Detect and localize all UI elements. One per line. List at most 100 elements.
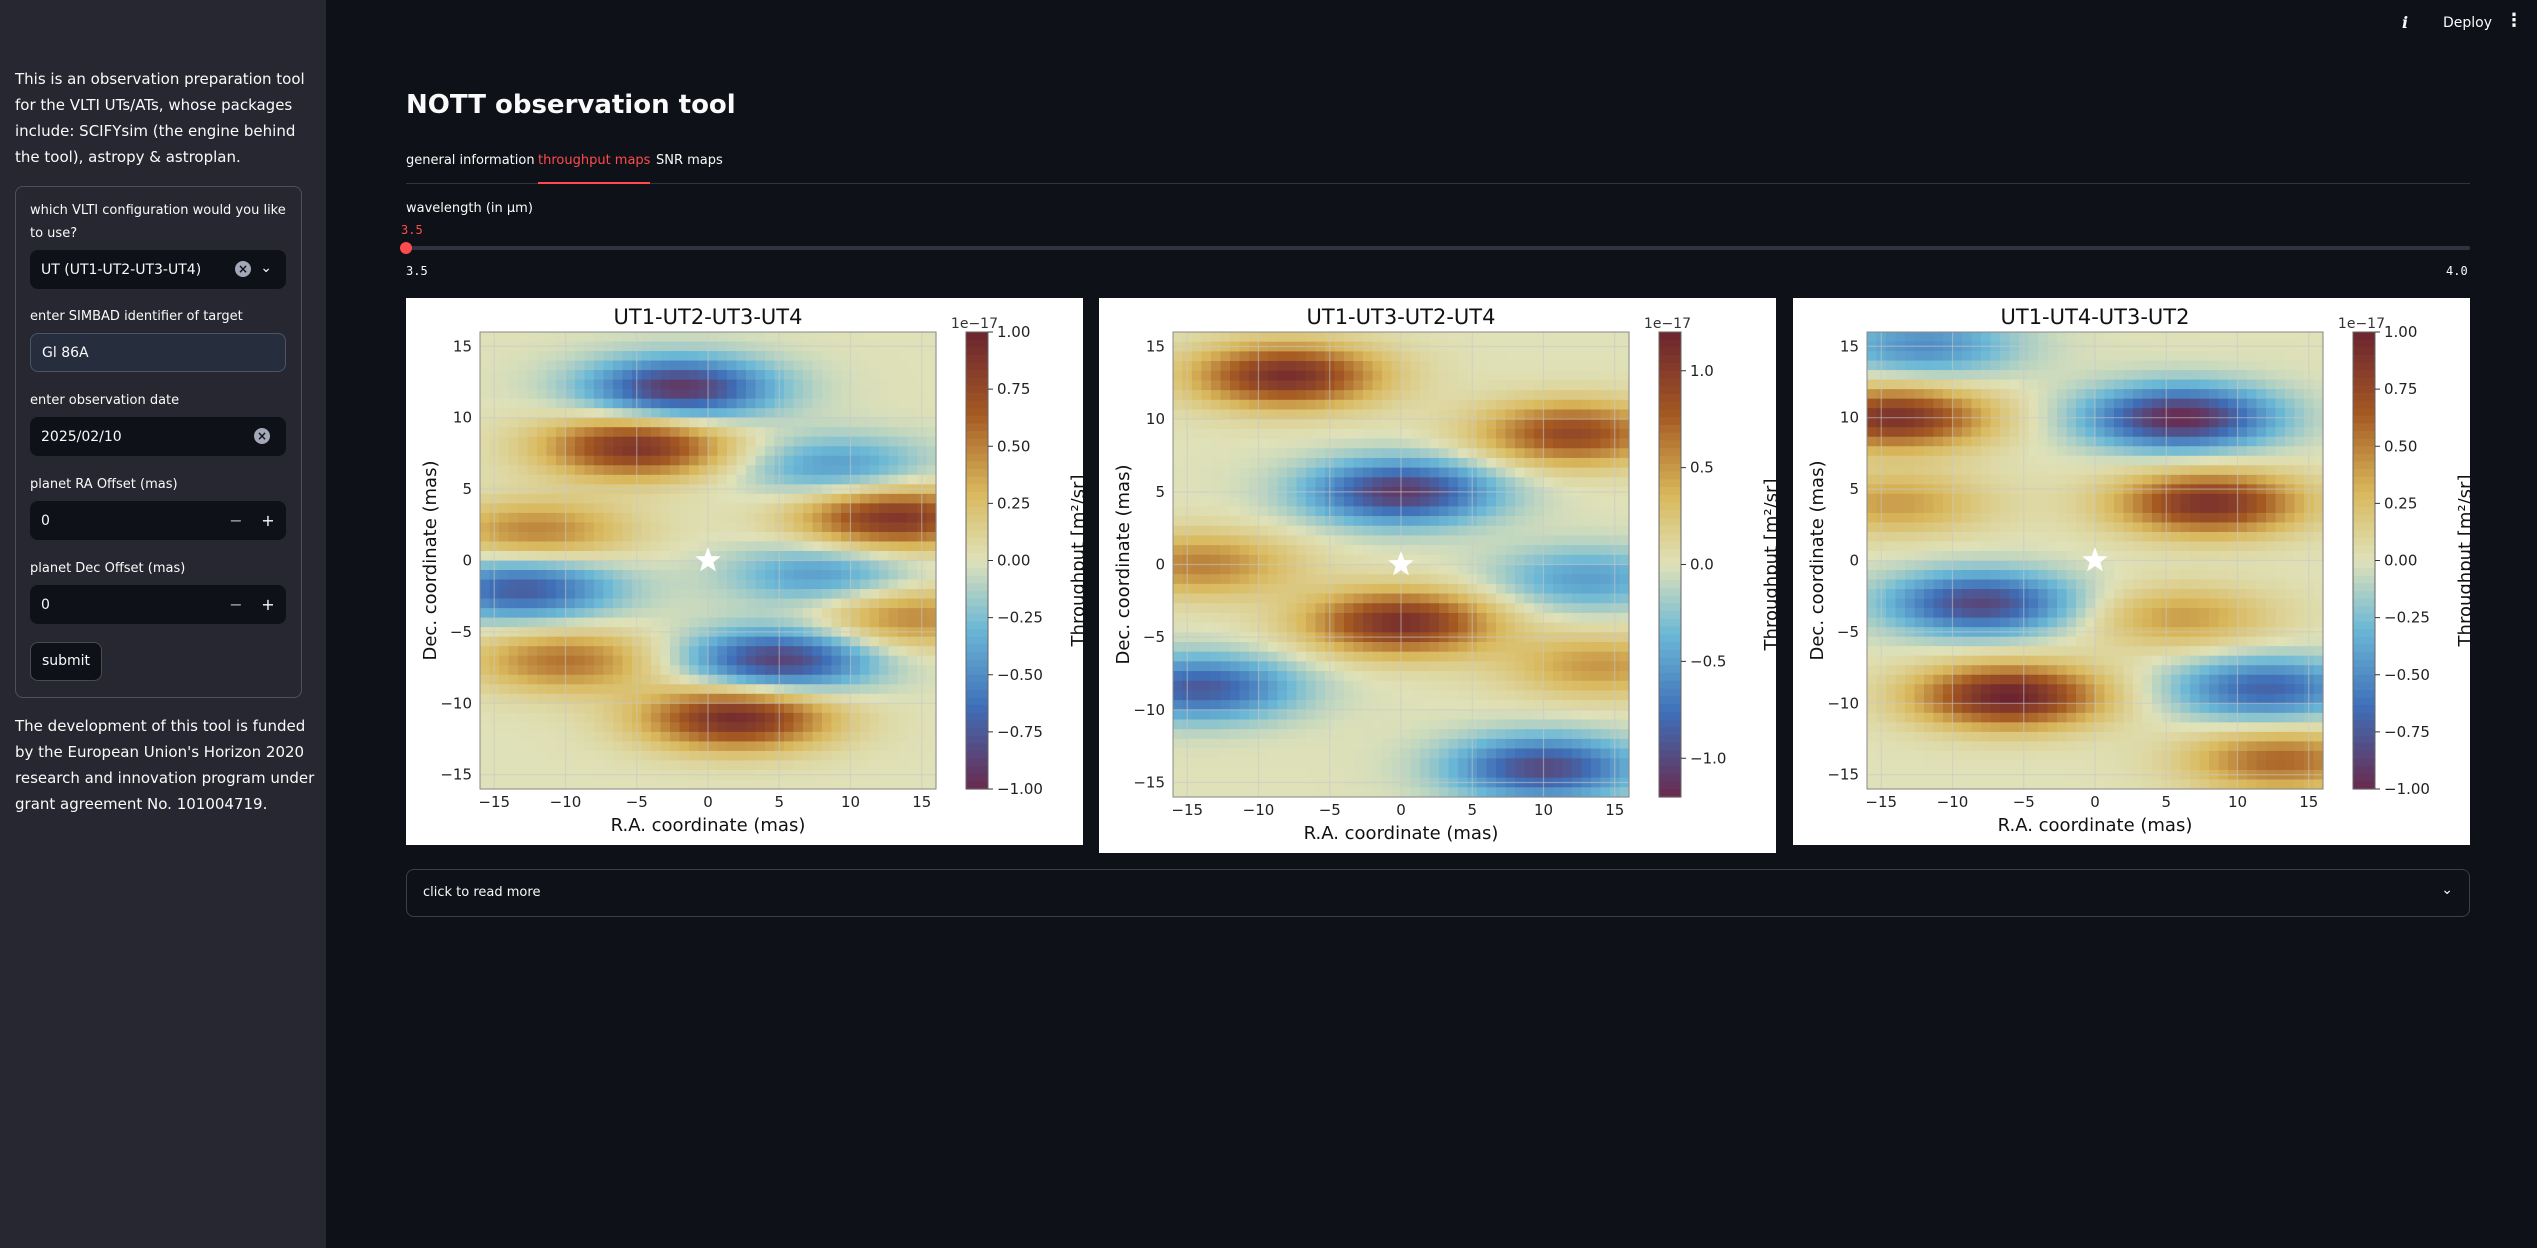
heatmap-cell bbox=[717, 455, 728, 466]
heatmap-cell bbox=[1458, 477, 1469, 488]
heatmap-cell bbox=[1486, 661, 1497, 672]
heatmap-cell bbox=[1448, 448, 1459, 459]
heatmap-cell bbox=[860, 417, 871, 428]
heatmap-cell bbox=[708, 608, 719, 619]
date-input[interactable]: 2025/02/10 × bbox=[30, 417, 286, 456]
heatmap-cell bbox=[1296, 419, 1307, 430]
tab-snr-maps[interactable]: SNR maps bbox=[656, 153, 723, 168]
heatmap-cell bbox=[1268, 593, 1279, 604]
chevron-down-icon[interactable]: ⌄ bbox=[260, 260, 272, 276]
deploy-button[interactable]: Deploy bbox=[2443, 15, 2493, 31]
heatmap-cell bbox=[1562, 467, 1573, 478]
heatmap-cell bbox=[546, 560, 557, 571]
heatmap-cell bbox=[613, 446, 624, 457]
heatmap-cell bbox=[1334, 496, 1345, 507]
heatmap-cell bbox=[784, 417, 795, 428]
heatmap-cell bbox=[1543, 554, 1554, 566]
heatmap-cell bbox=[527, 455, 538, 466]
heatmap-cell bbox=[1344, 390, 1355, 401]
colorbar-segment bbox=[966, 674, 988, 683]
ra-offset-stepper[interactable]: 0 − + bbox=[30, 501, 286, 540]
heatmap-cell bbox=[1486, 409, 1497, 420]
heatmap-cell bbox=[594, 360, 605, 371]
heatmap-cell bbox=[1268, 564, 1279, 575]
heatmap-cell bbox=[660, 579, 671, 590]
heatmap-cell bbox=[1505, 787, 1516, 798]
heatmap-cell bbox=[527, 398, 538, 409]
heatmap-cell bbox=[1372, 603, 1383, 614]
heatmap-cell bbox=[622, 712, 633, 723]
heatmap-cell bbox=[1410, 399, 1421, 411]
heatmap-cell bbox=[556, 779, 567, 790]
main-menu-icon[interactable]: ⋮ bbox=[2505, 10, 2523, 31]
heatmap-cell bbox=[803, 427, 814, 438]
heatmap-cell bbox=[518, 579, 529, 590]
heatmap-cell bbox=[784, 398, 795, 409]
clear-icon[interactable]: × bbox=[235, 261, 251, 277]
heatmap-cell bbox=[793, 589, 804, 600]
heatmap-cell bbox=[822, 560, 833, 571]
heatmap-cell bbox=[527, 408, 538, 419]
heatmap-cell bbox=[717, 427, 728, 438]
heatmap-cell bbox=[575, 741, 586, 752]
heatmap-cell bbox=[926, 389, 937, 400]
heatmap-cell bbox=[1239, 419, 1250, 430]
dec-offset-stepper[interactable]: 0 − + bbox=[30, 585, 286, 624]
heatmap-cell bbox=[679, 636, 690, 647]
dec-increment-button[interactable]: + bbox=[261, 595, 275, 614]
heatmap-cell bbox=[1429, 729, 1440, 740]
heatmap-cell bbox=[480, 503, 491, 514]
heatmap-cell bbox=[1543, 516, 1554, 527]
heatmap-cell bbox=[1192, 661, 1203, 672]
heatmap-cell bbox=[1173, 787, 1184, 798]
heatmap-cell bbox=[689, 560, 700, 571]
heatmap-cell bbox=[926, 598, 937, 609]
colorbar-segment bbox=[1659, 409, 1681, 418]
heatmap-cell bbox=[651, 455, 662, 466]
heatmap-cell bbox=[1220, 554, 1231, 566]
ra-decrement-button[interactable]: − bbox=[229, 511, 243, 530]
heatmap-cell bbox=[1410, 593, 1421, 604]
ra-increment-button[interactable]: + bbox=[261, 511, 275, 530]
heatmap-cell bbox=[1553, 457, 1564, 469]
dec-decrement-button[interactable]: − bbox=[229, 595, 243, 614]
config-select[interactable]: UT (UT1-UT2-UT3-UT4) × ⌄ bbox=[30, 250, 286, 289]
heatmap-cell bbox=[765, 655, 776, 666]
heatmap-cell bbox=[1258, 438, 1269, 449]
heatmap-cell bbox=[869, 646, 880, 657]
clear-icon[interactable]: × bbox=[254, 428, 270, 444]
heatmap-cell bbox=[1543, 477, 1554, 488]
heatmap-cell bbox=[641, 779, 652, 790]
heatmap-cell bbox=[888, 332, 899, 343]
heatmap-cell bbox=[831, 741, 842, 752]
heatmap-cell bbox=[1486, 545, 1497, 556]
colorbar-segment bbox=[1659, 742, 1681, 752]
heatmap-cell bbox=[746, 512, 757, 524]
heatmap-cell bbox=[508, 655, 519, 666]
submit-button[interactable]: submit bbox=[30, 642, 102, 681]
heatmap-cell bbox=[1505, 767, 1516, 779]
heatmap-cell bbox=[1211, 583, 1222, 595]
heatmap-cell bbox=[1372, 438, 1383, 449]
heatmap-cell bbox=[1258, 370, 1269, 382]
simbad-input[interactable]: Gl 86A bbox=[30, 333, 286, 372]
tab-general-information[interactable]: general information bbox=[406, 153, 535, 168]
heatmap-cell bbox=[793, 579, 804, 590]
heatmap-cell bbox=[1173, 448, 1184, 459]
heatmap-cell bbox=[679, 436, 690, 447]
tab-throughput-maps[interactable]: throughput maps bbox=[538, 151, 651, 184]
wavelength-slider-track[interactable] bbox=[406, 246, 2470, 250]
heatmap-cell bbox=[708, 446, 719, 457]
heatmap-cell bbox=[1201, 467, 1212, 478]
heatmap-cell bbox=[1543, 574, 1554, 585]
heatmap-cell bbox=[1344, 477, 1355, 488]
heatmap-cell bbox=[926, 570, 937, 581]
info-icon[interactable]: i bbox=[2402, 13, 2409, 32]
heatmap-cell bbox=[736, 560, 747, 571]
heatmap-cell bbox=[480, 541, 491, 552]
heatmap-cell bbox=[1553, 535, 1564, 546]
heatmap-cell bbox=[613, 712, 624, 723]
colorbar-segment bbox=[966, 461, 988, 470]
heatmap-cell bbox=[1524, 709, 1535, 721]
wavelength-slider-handle[interactable] bbox=[400, 242, 412, 254]
